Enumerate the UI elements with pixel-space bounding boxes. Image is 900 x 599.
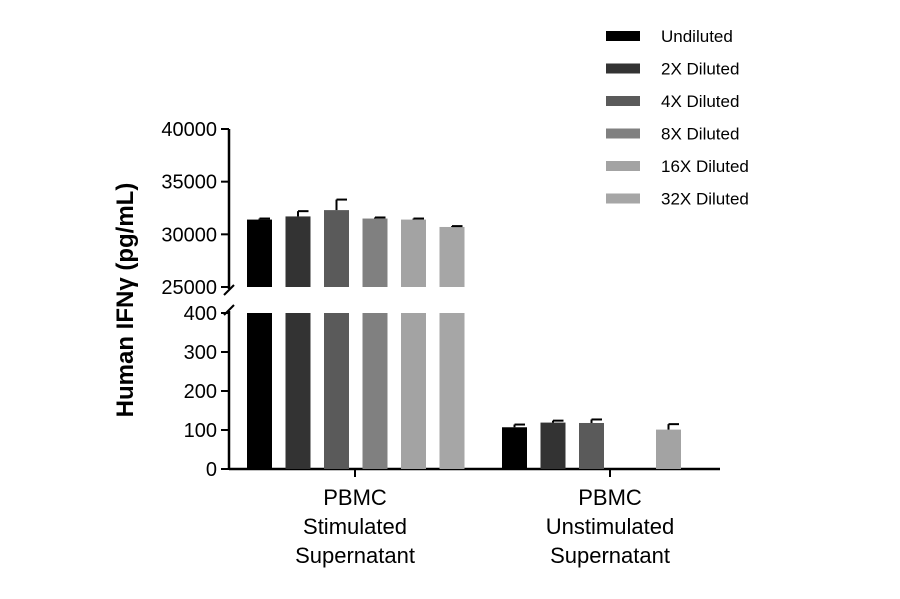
legend-swatch [606,128,640,139]
bar [439,226,465,287]
legend-swatch [606,96,640,106]
axis-break-mark [223,284,235,296]
legend-swatch [606,63,640,74]
legend: Undiluted 2X Diluted 4X Diluted 8X Diluted 1… [606,27,749,209]
axes [221,128,720,477]
x-category-label: Supernatant [550,543,670,568]
y-tick-label: 0 [206,459,217,481]
legend-label: 32X Diluted [661,190,749,209]
x-category-label: Stimulated [303,514,407,539]
x-category-label: Supernatant [295,543,415,568]
bar [540,422,566,469]
legend-swatch [606,31,640,41]
legend-label: 8X Diluted [661,125,739,144]
bar [324,313,349,469]
y-tick-label: 200 [184,381,217,403]
y-tick-label: 40000 [161,119,217,141]
bar [401,219,426,287]
bar [362,218,388,287]
bar [285,216,311,287]
legend-swatch [606,193,640,204]
bar [439,313,465,469]
x-category-label: PBMC [323,485,387,510]
legend-label: Undiluted [661,27,733,46]
y-tick-label: 25000 [161,277,217,299]
x-category-label: PBMC [578,485,642,510]
y-tick-label: 100 [184,420,217,442]
bar [656,429,681,469]
y-tick-label: 30000 [161,224,217,246]
legend-swatch [606,161,640,171]
y-tick-label: 300 [184,342,217,364]
bar [502,427,527,469]
x-category-label: Unstimulated [546,514,674,539]
y-tick-label: 400 [184,303,217,325]
legend-label: 4X Diluted [661,92,739,111]
axis-labels: 0 100 200 300 400 25000 30000 35000 40000 PBMC Sti… [161,119,674,568]
bars [247,198,681,469]
y-tick-label: 35000 [161,172,217,194]
legend-label: 16X Diluted [661,157,749,176]
bar [247,313,272,469]
bar [579,422,604,469]
legend-label: 2X Diluted [661,60,739,79]
bar [247,219,272,287]
bar [401,313,426,469]
bar [362,313,388,469]
y-axis-label: Human IFNγ (pg/mL) [112,183,139,418]
bar [324,210,349,287]
bar [285,313,311,469]
